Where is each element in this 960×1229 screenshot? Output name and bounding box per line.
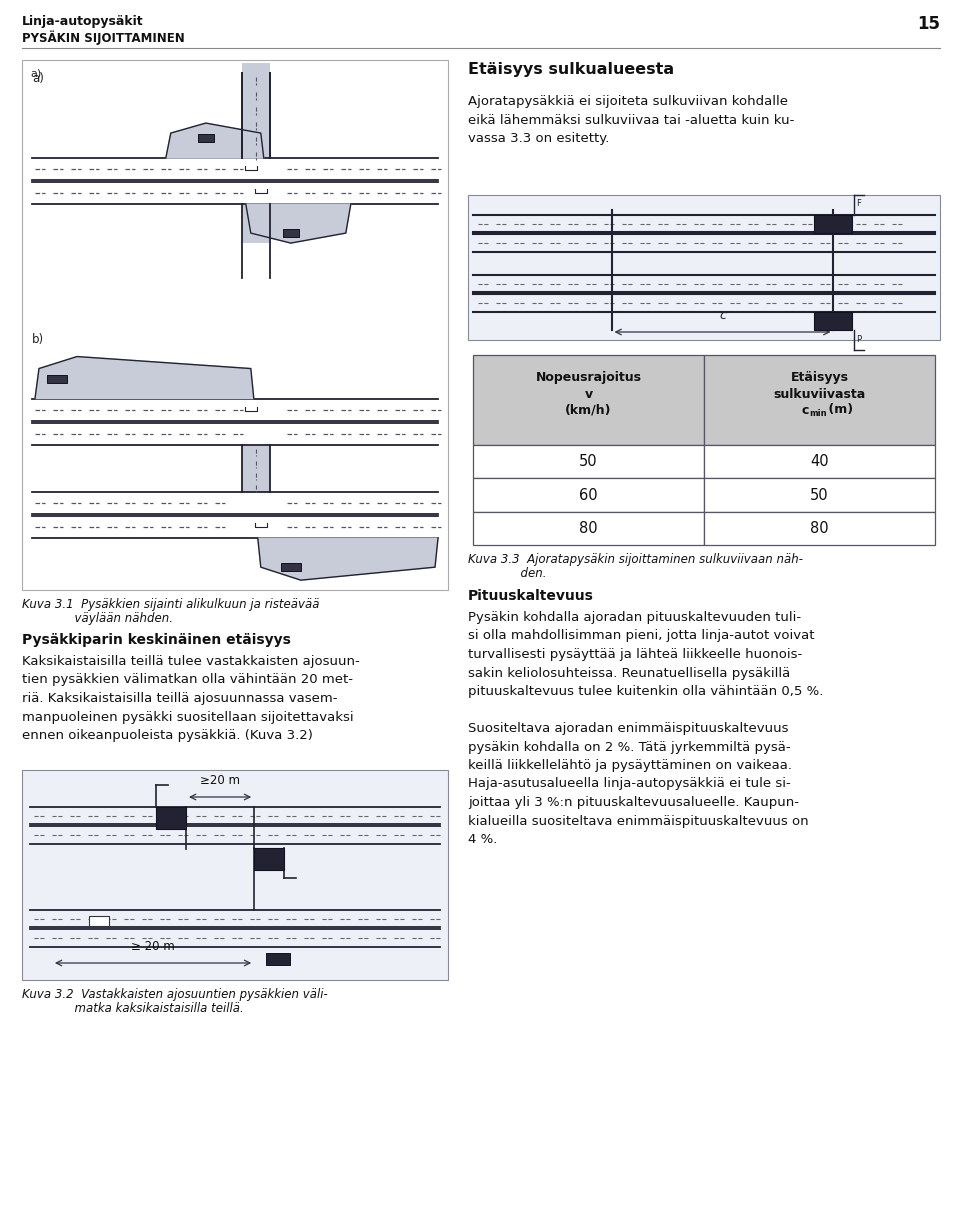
Polygon shape — [166, 123, 264, 159]
Text: 80: 80 — [579, 521, 598, 536]
Text: PYSÄKIN SIJOITTAMINEN: PYSÄKIN SIJOITTAMINEN — [22, 29, 184, 44]
Bar — [88, 916, 108, 925]
Bar — [280, 563, 300, 571]
Bar — [473, 478, 704, 511]
Polygon shape — [258, 538, 438, 580]
Bar — [814, 312, 852, 331]
Text: Ajoratapysäkkiä ei sijoiteta sulkuviivan kohdalle
eikä lähemmäksi sulkuviivaa ta: Ajoratapysäkkiä ei sijoiteta sulkuviivan… — [468, 95, 794, 145]
Text: 80: 80 — [810, 521, 828, 536]
Bar — [704, 511, 935, 544]
Text: matka kaksikaistaisilla teillä.: matka kaksikaistaisilla teillä. — [22, 1002, 244, 1015]
Text: c: c — [802, 403, 809, 417]
Text: P: P — [856, 336, 861, 344]
Text: v: v — [585, 387, 592, 401]
Text: 15: 15 — [917, 15, 940, 33]
Bar — [473, 445, 704, 478]
Text: (km/h): (km/h) — [565, 403, 612, 417]
Text: Kuva 3.3  Ajoratapysäkin sijoittaminen sulkuviivaan näh-: Kuva 3.3 Ajoratapysäkin sijoittaminen su… — [468, 553, 803, 567]
Text: Kuva 3.1  Pysäkkien sijainti alikulkuun ja risteävää: Kuva 3.1 Pysäkkien sijainti alikulkuun j… — [22, 599, 320, 611]
Text: 60: 60 — [579, 488, 598, 503]
Text: Etäisyys: Etäisyys — [790, 371, 849, 385]
Bar — [22, 771, 448, 980]
Text: den.: den. — [468, 567, 546, 580]
Bar — [704, 355, 935, 445]
Text: min: min — [809, 409, 828, 419]
Text: a): a) — [30, 68, 41, 77]
Bar — [242, 63, 270, 159]
Bar — [22, 60, 448, 590]
Bar — [242, 445, 270, 492]
Text: Etäisyys sulkualueesta: Etäisyys sulkualueesta — [468, 61, 674, 77]
Bar — [156, 807, 186, 830]
Text: sulkuviivasta: sulkuviivasta — [774, 387, 866, 401]
Text: ≥20 m: ≥20 m — [200, 774, 240, 787]
Text: Kaksikaistaisilla teillä tulee vastakkaisten ajosuun-
tien pysäkkien välimatkan : Kaksikaistaisilla teillä tulee vastakkai… — [22, 655, 360, 742]
Text: 50: 50 — [810, 488, 828, 503]
Bar — [473, 355, 704, 445]
Text: c: c — [719, 308, 726, 322]
Text: (m): (m) — [825, 403, 853, 417]
Text: Kuva 3.2  Vastakkaisten ajosuuntien pysäkkien väli-: Kuva 3.2 Vastakkaisten ajosuuntien pysäk… — [22, 988, 327, 1000]
Text: väylään nähden.: väylään nähden. — [22, 612, 173, 626]
Text: a): a) — [32, 73, 44, 85]
Text: Pysäkkiparin keskinäinen etäisyys: Pysäkkiparin keskinäinen etäisyys — [22, 633, 291, 646]
Bar — [254, 848, 284, 870]
Polygon shape — [246, 204, 350, 243]
Text: 50: 50 — [579, 455, 598, 469]
Text: Pituuskaltevuus: Pituuskaltevuus — [468, 589, 594, 603]
Bar — [814, 215, 852, 234]
Bar — [704, 478, 935, 511]
Text: 40: 40 — [810, 455, 828, 469]
Text: Pysäkin kohdalla ajoradan pituuskaltevuuden tuli-
si olla mahdollisimman pieni, : Pysäkin kohdalla ajoradan pituuskaltevuu… — [468, 611, 824, 846]
Text: ≥ 20 m: ≥ 20 m — [132, 940, 175, 952]
Bar — [266, 952, 290, 965]
Bar — [473, 511, 704, 544]
Bar — [468, 195, 940, 340]
Text: b): b) — [32, 333, 44, 347]
Bar — [198, 134, 214, 143]
Bar — [704, 445, 935, 478]
Bar — [47, 375, 67, 382]
Text: Nopeusrajoitus: Nopeusrajoitus — [536, 371, 641, 385]
Text: Linja-autopysäkit: Linja-autopysäkit — [22, 15, 144, 28]
Bar — [242, 204, 270, 243]
Polygon shape — [35, 356, 253, 398]
Text: F: F — [856, 199, 861, 209]
Bar — [283, 229, 299, 237]
